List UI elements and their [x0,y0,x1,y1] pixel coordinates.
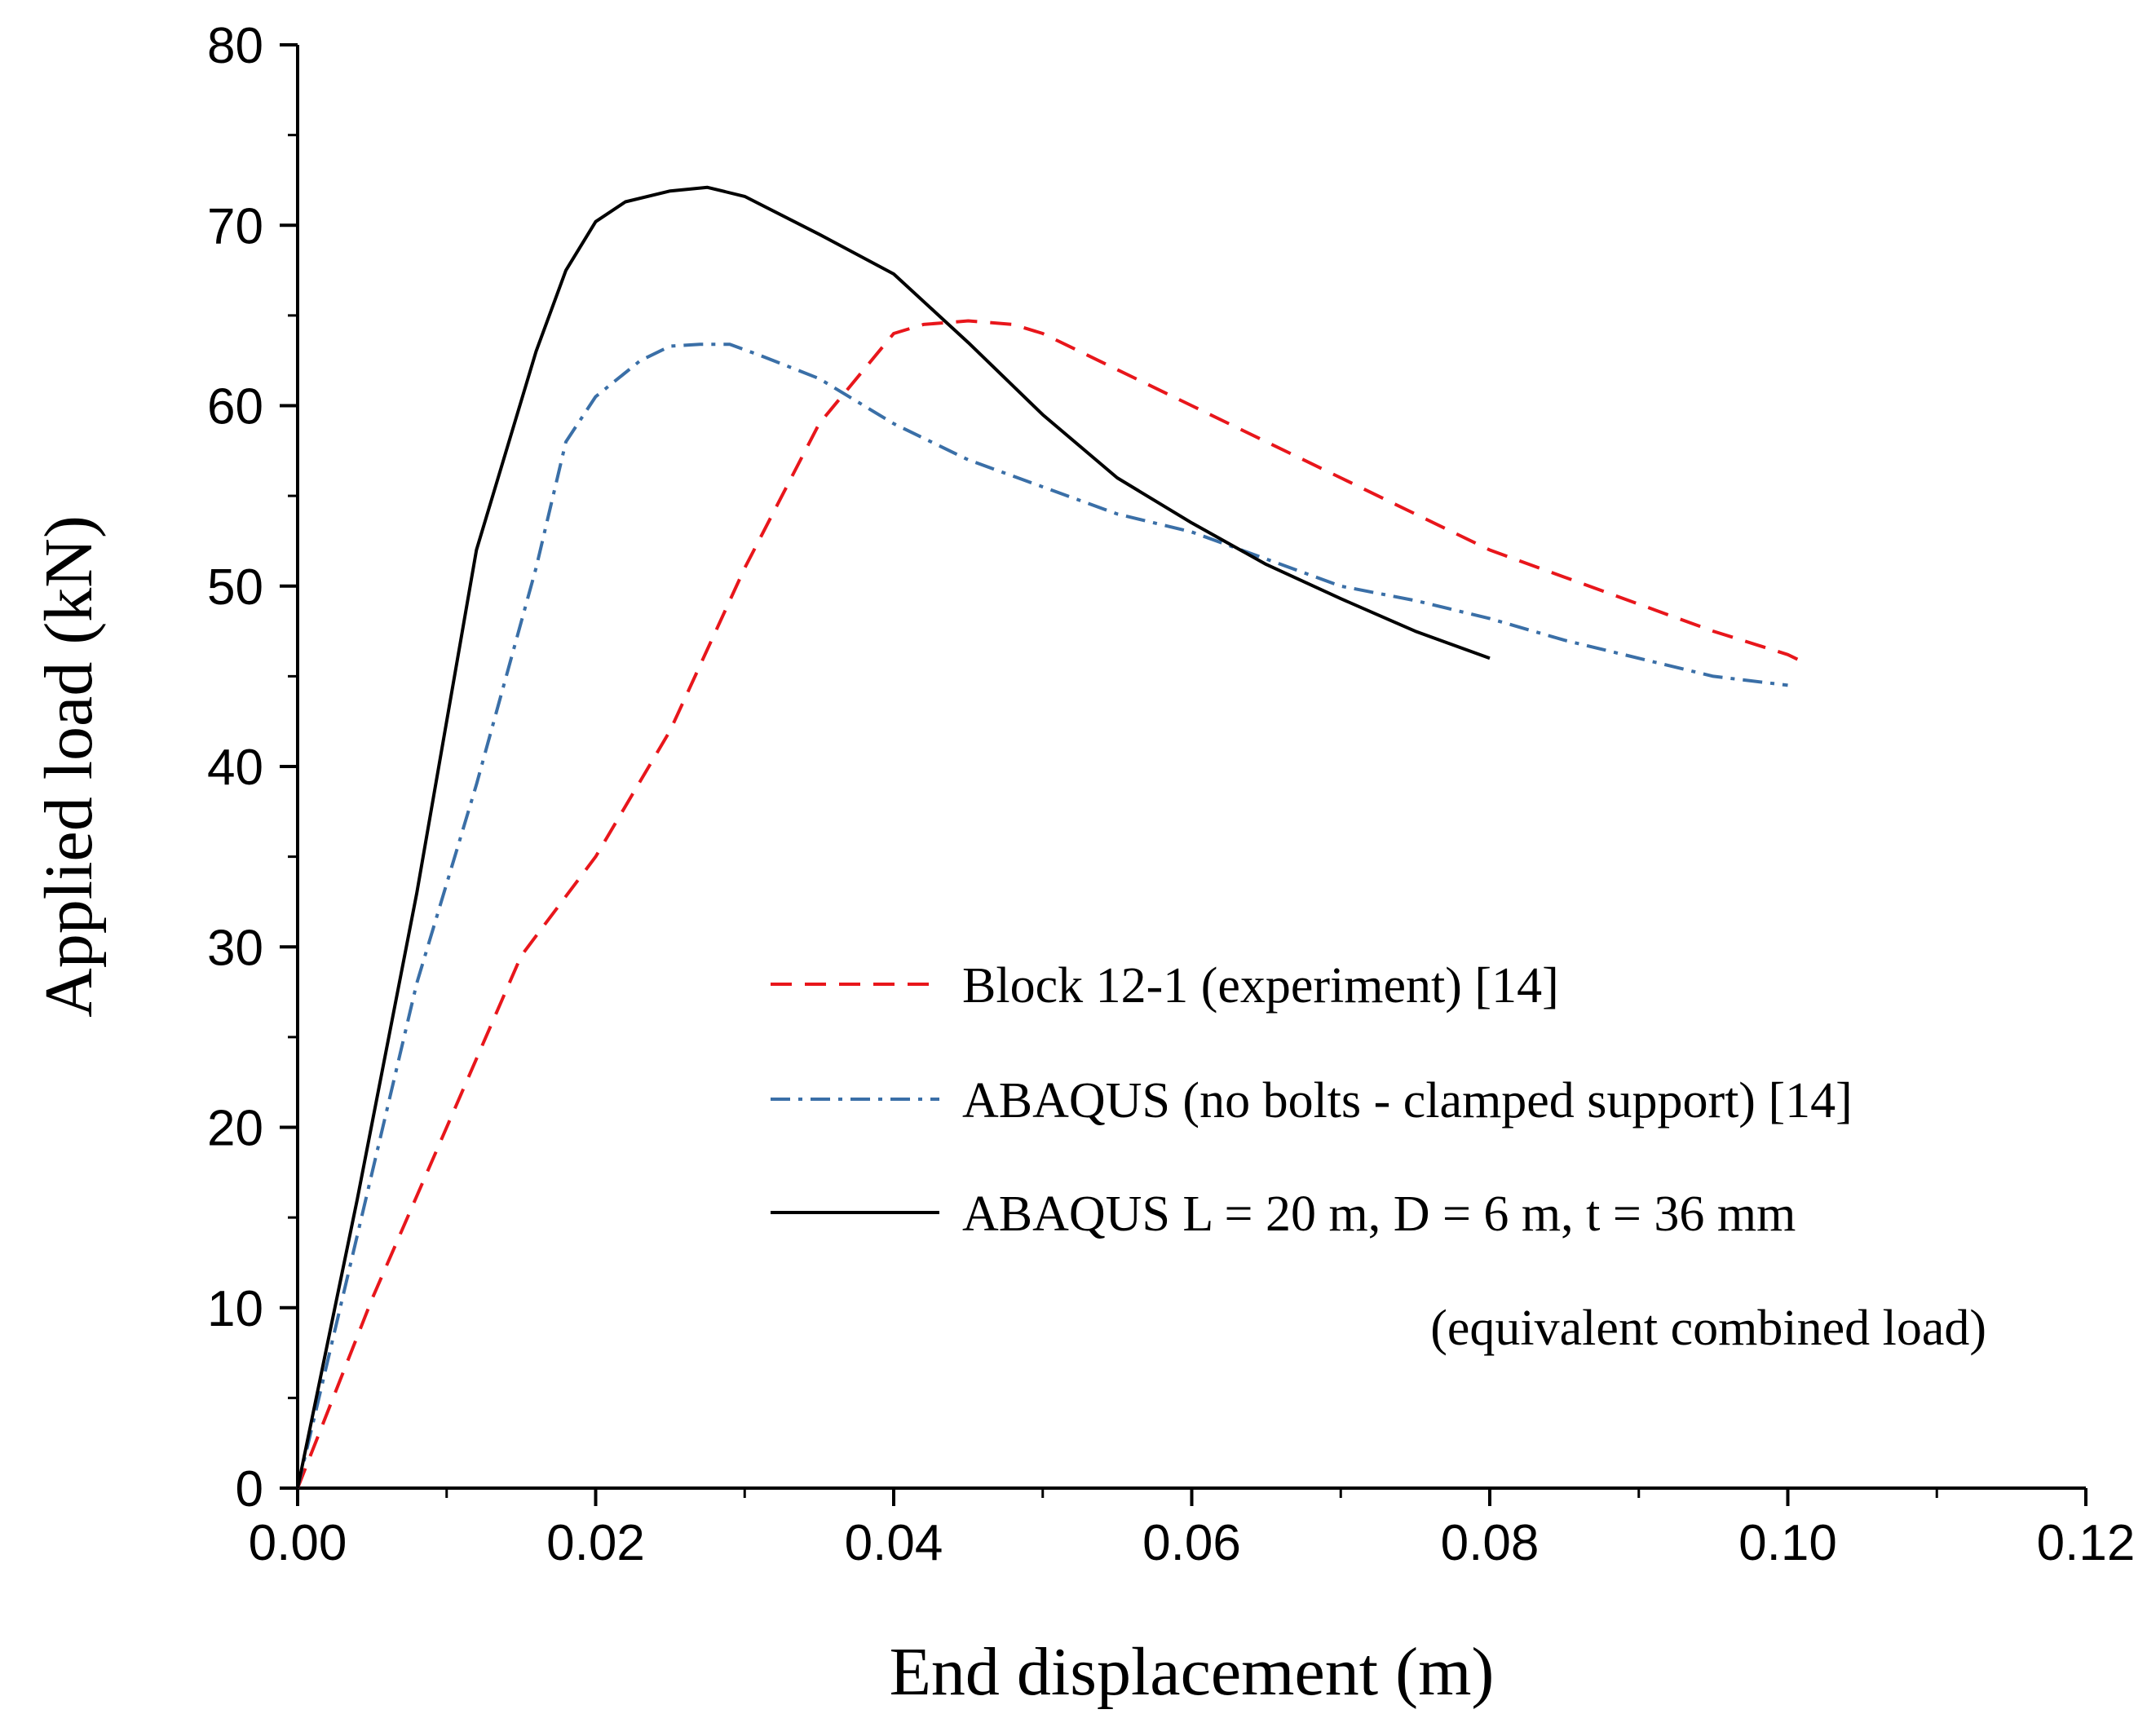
x-tick-label: 0.06 [1142,1515,1241,1571]
y-tick-label: 30 [207,920,263,976]
legend-label-2: ABAQUS (no bolts - clamped support) [14] [962,1073,1853,1129]
y-tick-label: 20 [207,1101,263,1157]
y-tick-label: 10 [207,1281,263,1337]
y-tick-label: 0 [236,1461,263,1517]
x-tick-label: 0.04 [845,1515,943,1571]
legend: Block 12-1 (experiment) [14] ABAQUS (no b… [771,958,1986,1356]
y-tick-label: 40 [207,740,263,796]
x-tick-label: 0.02 [546,1515,645,1571]
x-tick-label: 0.08 [1441,1515,1540,1571]
y-tick-label: 80 [207,18,263,74]
legend-label-3-line2: (equivalent combined load) [1430,1301,1986,1356]
legend-label-1: Block 12-1 (experiment) [14] [962,958,1559,1014]
y-tick-label: 60 [207,379,263,435]
y-tick-label: 70 [207,198,263,254]
series-layer [296,185,1804,1489]
axes: 0 10 20 30 40 50 60 70 80 0.00 0.02 0.04 0.06 0.08 0.1… [207,18,2135,1571]
x-tick-label: 0.12 [2037,1515,2136,1571]
x-axis-title: End displacement (m) [890,1634,1495,1710]
series-line-1 [296,319,1804,1489]
y-axis-title: Applied load (kN) [31,515,107,1018]
legend-label-3: ABAQUS L = 20 m, D = 6 m, t = 36 mm [962,1186,1796,1242]
series-line-2 [296,342,1788,1489]
y-tick-label: 50 [207,559,263,616]
x-tick-label: 0.10 [1738,1515,1837,1571]
x-tick-label: 0.00 [249,1515,347,1571]
series-line-3 [296,185,1491,1489]
